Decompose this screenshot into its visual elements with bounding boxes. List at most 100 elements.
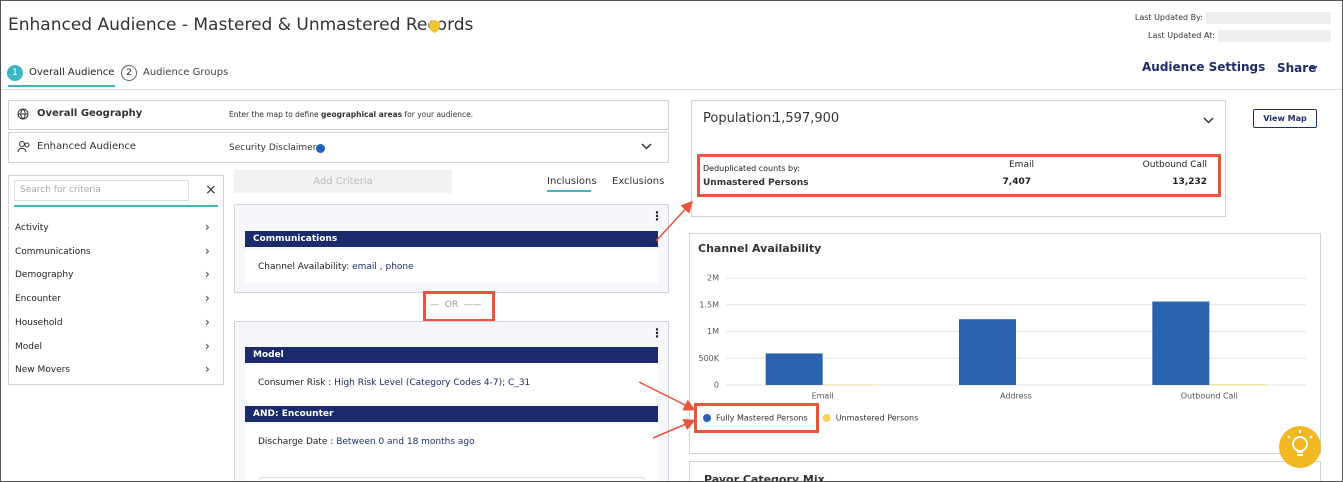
chart: Channel Availability 0 500K 1M 1.5M 2M Email A… [698, 242, 1306, 423]
chevron: › [205, 220, 210, 234]
highlight-box [694, 403, 819, 433]
bar [1152, 301, 1210, 385]
share-button[interactable]: Share [1277, 61, 1317, 75]
hint-text: Enter the map to define [229, 110, 322, 119]
highlight-box [697, 154, 1221, 197]
criteria-row: Channel Availability: email , phone [258, 262, 414, 272]
card-footer [258, 477, 646, 481]
tab-underline [8, 85, 115, 87]
kebab-menu[interactable]: ⋮ [651, 326, 663, 340]
people-icon [17, 141, 30, 153]
column-header: Outbound Call [1142, 160, 1207, 170]
search-underline [14, 205, 218, 207]
criteria-label: Channel Availability: [258, 262, 353, 272]
chevron[interactable] [1203, 117, 1214, 124]
tab[interactable]: Audience Groups [143, 67, 229, 78]
legend-marker [822, 414, 831, 422]
view-map-button[interactable]: View Map [1253, 109, 1317, 128]
hint-bold: geographical areas [321, 110, 403, 119]
criteria-value: Between 0 and 18 months ago [336, 437, 475, 447]
y-tick-label: 0 [714, 381, 719, 390]
criteria-item[interactable]: Model [15, 341, 43, 352]
separator: — OR —— [430, 300, 482, 310]
criteria-label: Consumer Risk : [258, 378, 335, 388]
bar [765, 353, 823, 385]
section-title: Overall Geography [37, 108, 143, 119]
population-label: Population: [703, 111, 776, 126]
legend-label: Unmastered Persons [836, 414, 919, 423]
card-body [245, 365, 658, 405]
y-tick-label: 1M [707, 327, 719, 336]
chevron [1310, 65, 1318, 71]
tab-number: 1 [7, 65, 23, 81]
y-tick-label: 500K [698, 354, 719, 363]
highlight-box [423, 291, 495, 322]
enhanced-row[interactable] [8, 132, 669, 163]
population-card [691, 100, 1226, 217]
verified-icon [429, 20, 440, 33]
dedup-label: Deduplicated counts by: [703, 164, 800, 173]
section-title: Enhanced Audience [37, 141, 137, 152]
kebab-menu[interactable]: ⋮ [651, 209, 663, 223]
tab-underline [547, 190, 591, 192]
last-updated-by: Last Updated By: [1134, 13, 1203, 22]
criteria-item[interactable]: Encounter [15, 294, 62, 305]
x-tick-label: Outbound Call [1181, 392, 1238, 401]
chevron: › [205, 243, 210, 258]
audience-settings[interactable]: Audience Settings [1142, 60, 1266, 74]
payor-card [689, 461, 1321, 481]
row-label: Unmastered Persons [703, 178, 809, 188]
clear-button[interactable]: × [205, 182, 217, 198]
criteria-item[interactable]: Demography [15, 270, 74, 281]
card-body [245, 424, 658, 481]
geography-row[interactable] [8, 100, 669, 130]
chevron: › [205, 338, 210, 353]
card-header: Communications [245, 231, 658, 247]
hint: Enter the map to define geographical are… [229, 110, 473, 119]
card-header: AND: Encounter [245, 406, 658, 422]
y-tick-label: 1.5M [699, 300, 719, 309]
legend-marker [703, 414, 711, 422]
card-header: Model [245, 347, 658, 363]
chevron: › [205, 267, 210, 282]
chevron[interactable] [641, 143, 652, 150]
chevron: › [205, 362, 210, 377]
count: 7,407 [1002, 177, 1031, 187]
add-criteria-button[interactable]: Add Criteria [234, 170, 452, 193]
redacted [1218, 30, 1331, 42]
chevron: › [205, 314, 210, 329]
x-tick-label: Email [812, 392, 834, 401]
criteria-value: High Risk Level (Category Codes 4-7); C_… [334, 378, 531, 388]
redacted [1206, 12, 1331, 24]
separator-text: OR [444, 300, 459, 310]
criteria-value: email , phone [352, 262, 414, 272]
globe-icon [17, 108, 29, 120]
disclaimer[interactable]: Security Disclaimer [229, 143, 317, 153]
criteria-label: Discharge Date : [258, 437, 337, 447]
info-icon[interactable] [316, 144, 325, 153]
y-tick-label: 2M [707, 274, 719, 283]
search-box[interactable] [14, 180, 189, 201]
criteria-item[interactable]: Communications [15, 246, 91, 257]
card-body [245, 250, 658, 283]
inclusions-tab[interactable]: Inclusions [547, 176, 597, 187]
exclusions-tab[interactable]: Exclusions [612, 176, 665, 187]
assistant-button[interactable] [1278, 425, 1322, 469]
criteria-row: Discharge Date : Between 0 and 18 months… [258, 437, 475, 447]
hint-text: for your audience. [402, 110, 474, 119]
x-tick-label: Address [1000, 392, 1032, 401]
count: 13,232 [1172, 177, 1207, 187]
chevron: › [205, 291, 210, 306]
criteria-row: Consumer Risk : High Risk Level (Categor… [258, 378, 530, 388]
last-updated-at: Last Updated At: [1148, 31, 1215, 40]
legend-label: Fully Mastered Persons [716, 414, 808, 423]
payor-title: Payor Category Mix [704, 473, 825, 482]
tab[interactable]: Overall Audience [29, 67, 115, 78]
tab-number: 2 [121, 65, 137, 81]
criteria-item[interactable]: Household [15, 317, 63, 328]
criteria-item[interactable]: New Movers [15, 365, 71, 376]
criteria-item[interactable]: Activity [15, 223, 49, 233]
